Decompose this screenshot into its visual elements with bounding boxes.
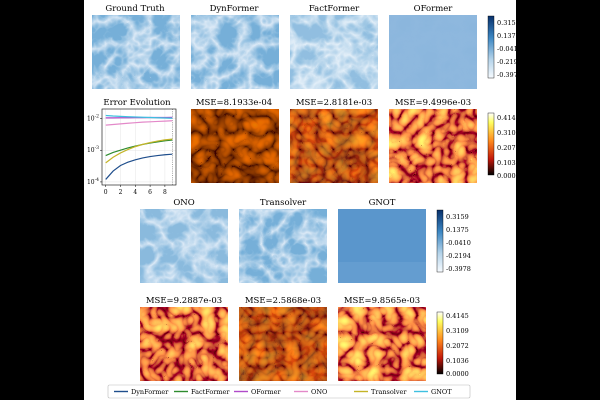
field-gnot bbox=[338, 209, 426, 283]
chart-ytick-label: 10-4 bbox=[87, 177, 99, 186]
cb-tick: -0.0410 bbox=[446, 239, 471, 247]
cb-tick: -0.0410 bbox=[497, 45, 516, 53]
figure-svg: Ground Truth DynFormer FactFormer OForme… bbox=[87, 4, 516, 399]
cb-tick: 0.1036 bbox=[446, 357, 469, 365]
field-factformer bbox=[290, 15, 378, 89]
cb-tick: 0.4145 bbox=[446, 312, 469, 320]
cb-tick: 0.1036 bbox=[497, 159, 516, 167]
chart-xtick-label: 2 bbox=[119, 189, 123, 196]
error-map-ono bbox=[140, 307, 228, 381]
title-gnot: GNOT bbox=[369, 198, 396, 208]
title-oformer: OFormer bbox=[414, 4, 454, 14]
chart-ytick-label: 10-3 bbox=[87, 145, 99, 154]
cb-tick: 0.2072 bbox=[497, 144, 516, 152]
legend: DynFormer FactFormer OFormer ONO Transolver G… bbox=[107, 384, 471, 399]
error-map-dynformer bbox=[191, 109, 279, 183]
field-colorbar-top: 0.3159 0.1375 -0.0410 -0.2194 -0.3978 bbox=[487, 15, 516, 79]
title-transolver: Transolver bbox=[260, 198, 307, 208]
cb-tick: 0.3159 bbox=[446, 213, 469, 221]
chart-ytick-label: 10-2 bbox=[87, 114, 99, 123]
title-factformer: FactFormer bbox=[309, 4, 360, 14]
cb-tick: 0.1375 bbox=[446, 226, 469, 234]
field-dynformer bbox=[191, 15, 279, 89]
series-line-gnot bbox=[105, 114, 173, 119]
error-map-factformer bbox=[290, 109, 378, 183]
cb-tick: 0.0000 bbox=[446, 370, 469, 378]
field-ono bbox=[140, 209, 228, 283]
chart-xtick-label: 8 bbox=[163, 189, 167, 196]
cb-tick: -0.3978 bbox=[497, 71, 516, 79]
chart-frame bbox=[101, 108, 177, 186]
mse-gnot: MSE=9.8565e-03 bbox=[344, 296, 420, 306]
title-ground-truth: Ground Truth bbox=[105, 4, 165, 14]
mse-oformer: MSE=9.4996e-03 bbox=[395, 98, 471, 108]
field-transolver bbox=[239, 209, 327, 283]
title-dynformer: DynFormer bbox=[210, 4, 260, 14]
field-colorbar-bottom: 0.3159 0.1375 -0.0410 -0.2194 -0.3978 bbox=[436, 209, 471, 273]
error-colorbar-bottom: 0.4145 0.3109 0.2072 0.1036 0.0000 bbox=[436, 311, 469, 378]
series-line-ono bbox=[105, 120, 173, 126]
cb-tick: 0.4145 bbox=[497, 114, 516, 122]
legend-label-factformer: FactFormer bbox=[191, 388, 230, 396]
legend-label-dynformer: DynFormer bbox=[131, 388, 169, 396]
error-map-gnot bbox=[338, 307, 426, 381]
title-ono: ONO bbox=[173, 198, 194, 208]
mse-dynformer: MSE=8.1933e-04 bbox=[196, 98, 272, 108]
legend-label-oformer: OFormer bbox=[251, 388, 282, 396]
cb-tick: -0.2194 bbox=[497, 58, 516, 66]
cb-tick: 0.3159 bbox=[497, 19, 516, 27]
figure-canvas: Ground Truth DynFormer FactFormer OForme… bbox=[84, 0, 516, 400]
series-line-transolver bbox=[105, 138, 173, 164]
legend-label-gnot: GNOT bbox=[431, 388, 452, 396]
cb-tick: -0.2194 bbox=[446, 252, 471, 260]
chart-xtick-label: 4 bbox=[133, 189, 137, 196]
cb-tick: 0.3109 bbox=[497, 129, 516, 137]
cb-tick: 0.0000 bbox=[497, 172, 516, 180]
chart-title: Error Evolution bbox=[103, 98, 171, 108]
error-map-transolver bbox=[239, 307, 327, 381]
mse-factformer: MSE=2.8181e-03 bbox=[296, 98, 372, 108]
cb-tick: 0.1375 bbox=[497, 32, 516, 40]
field-ground-truth bbox=[92, 15, 180, 89]
cb-tick: -0.3978 bbox=[446, 265, 471, 273]
error-colorbar-top: 0.4145 0.3109 0.2072 0.1036 0.0000 bbox=[487, 112, 516, 180]
mse-ono: MSE=9.2887e-03 bbox=[146, 296, 222, 306]
chart-xtick-label: 6 bbox=[148, 189, 152, 196]
legend-label-transolver: Transolver bbox=[371, 388, 407, 396]
error-map-oformer bbox=[389, 109, 477, 183]
cb-tick: 0.2072 bbox=[446, 342, 469, 350]
error-evolution-chart: 0 2 4 6 8 10-2 10-3 10-4 bbox=[87, 108, 177, 196]
field-oformer bbox=[389, 15, 477, 89]
cb-tick: 0.3109 bbox=[446, 327, 469, 335]
series-line-dynformer bbox=[105, 153, 173, 180]
chart-xtick-label: 0 bbox=[104, 189, 108, 196]
legend-label-ono: ONO bbox=[311, 388, 327, 396]
mse-transolver: MSE=2.5868e-03 bbox=[245, 296, 321, 306]
